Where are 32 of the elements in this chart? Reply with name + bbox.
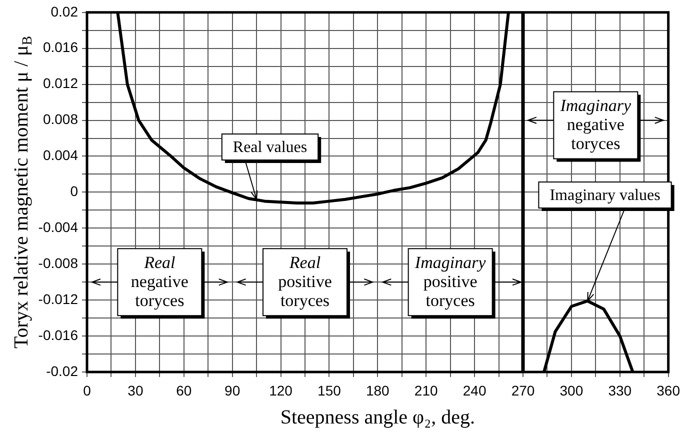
y-tick-label: 0.004 [42,147,78,164]
annotation: Imaginary positive toryces [414,253,486,310]
x-tick-label: 60 [176,382,192,398]
x-tick-label: 240 [462,382,486,398]
annotation: Imaginary negative toryces [559,96,632,154]
y-tick-label: 0.016 [42,39,78,56]
x-tick-label: 150 [318,382,342,398]
x-tick-label: 330 [608,382,632,398]
y-tick-label: 0.02 [50,3,78,20]
x-tick-label: 210 [414,382,438,398]
y-tick-label: 0 [70,183,78,200]
annotation: Real negative toryces [130,253,188,310]
y-tick-label: 0.008 [42,111,78,128]
y-tick-label: -0.012 [38,290,78,307]
x-tick-label: 300 [560,382,584,398]
y-tick-label: -0.02 [46,362,78,379]
x-axis-title: Steepness angle φ₂, deg. [280,406,475,428]
annotation: Real positive toryces [278,253,332,310]
x-tick-label: 270 [511,382,535,398]
annotation: Real values [232,139,308,156]
x-tick-label: 180 [366,382,390,398]
y-tick-label: -0.008 [38,254,78,271]
y-tick-label: -0.004 [38,219,78,236]
x-tick-label: 0 [83,382,92,398]
y-tick-label: 0.012 [42,75,78,92]
y-axis-title: Toryx relative magnetic moment μ / μB [10,36,36,349]
y-tick-label: -0.016 [38,326,78,343]
x-tick-label: 360 [656,382,680,398]
x-tick-label: 30 [128,382,144,398]
annotation: Imaginary values [550,187,660,204]
x-tick-label: 120 [269,382,293,398]
x-tick-label: 90 [224,382,240,398]
